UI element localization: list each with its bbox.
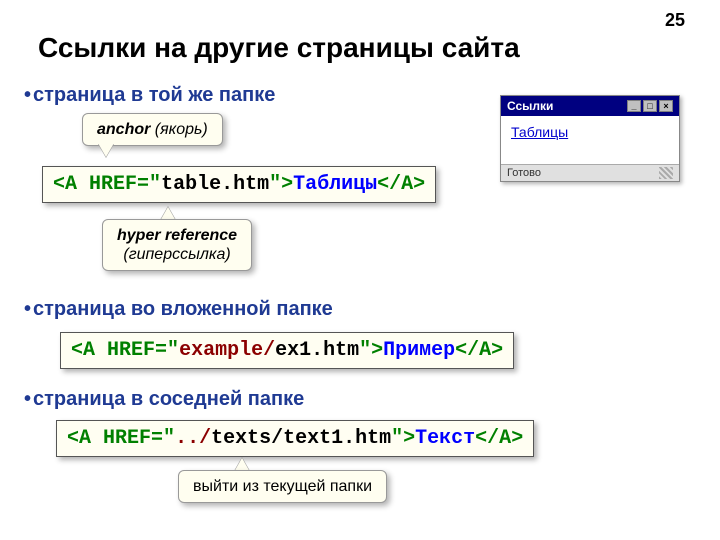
code-sibling-folder: <A HREF="../texts/text1.htm">Текст</A> <box>56 420 534 457</box>
close-button[interactable]: × <box>659 100 673 112</box>
browser-titlebar: Ссылки _ □ × <box>501 96 679 116</box>
code-same-folder: <A HREF="table.htm">Таблицы</A> <box>42 166 436 203</box>
callout-hyperref-translation: (гиперссылка) <box>123 246 230 263</box>
section-nested-folder-label: страница во вложенной папке <box>33 298 333 320</box>
page-number: 25 <box>665 10 685 31</box>
resize-grip-icon <box>659 167 673 179</box>
browser-link[interactable]: Таблицы <box>511 124 568 140</box>
maximize-button[interactable]: □ <box>643 100 657 112</box>
browser-mock: Ссылки _ □ × Таблицы Готово <box>500 95 680 182</box>
callout-exit-text: выйти из текущей папки <box>193 478 372 495</box>
section-sibling-folder: •страница в соседней папке <box>24 388 304 411</box>
callout-hyperref: hyper reference (гиперссылка) <box>102 219 252 271</box>
browser-content: Таблицы <box>501 116 679 164</box>
code-nested-folder: <A HREF="example/ex1.htm">Пример</A> <box>60 332 514 369</box>
browser-title: Ссылки <box>507 99 553 113</box>
section-same-folder-label: страница в той же папке <box>33 84 275 106</box>
callout-exit: выйти из текущей папки <box>178 470 387 503</box>
callout-anchor-translation: (якорь) <box>150 121 207 138</box>
browser-status-text: Готово <box>507 167 541 179</box>
browser-window-buttons: _ □ × <box>627 100 673 112</box>
callout-anchor-tail <box>98 143 114 157</box>
section-sibling-folder-label: страница в соседней папке <box>33 388 304 410</box>
page-title: Ссылки на другие страницы сайта <box>38 32 520 64</box>
browser-statusbar: Готово <box>501 164 679 181</box>
section-nested-folder: •страница во вложенной папке <box>24 298 333 321</box>
section-same-folder: •страница в той же папке <box>24 84 275 107</box>
minimize-button[interactable]: _ <box>627 100 641 112</box>
callout-anchor: anchor (якорь) <box>82 113 223 146</box>
callout-hyperref-term: hyper reference <box>117 227 237 244</box>
callout-anchor-term: anchor <box>97 121 150 138</box>
